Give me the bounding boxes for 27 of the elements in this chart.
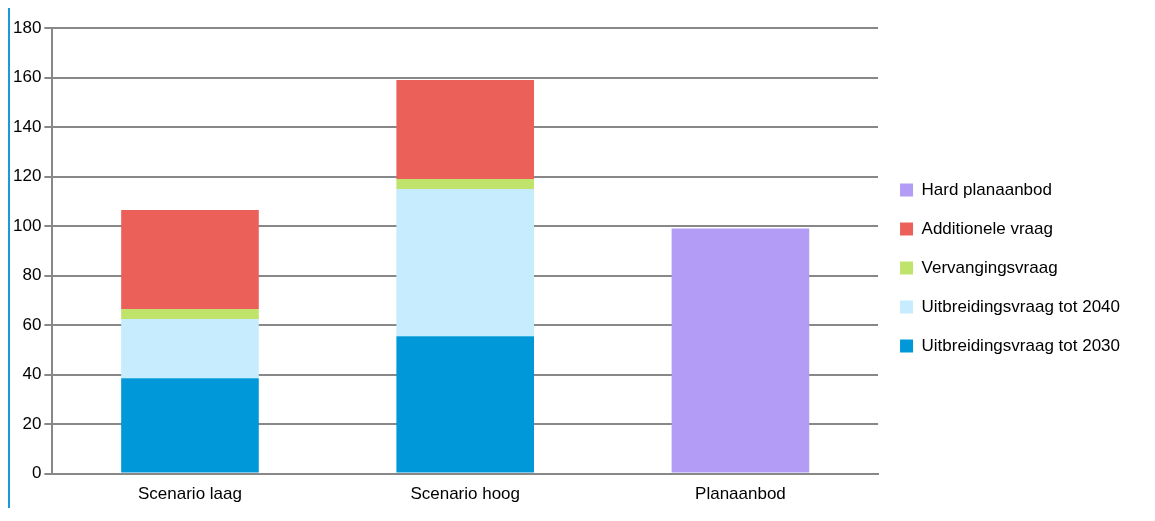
y-tick-label: 140	[12, 116, 42, 136]
bar	[396, 79, 535, 180]
bar	[671, 228, 810, 473]
x-tick-label: Scenario laag	[137, 484, 242, 504]
y-tick-label: 180	[12, 17, 42, 37]
bar	[396, 179, 535, 189]
y-tick-label: 0	[31, 463, 42, 483]
y-tick-label: 20	[22, 413, 42, 433]
legend-label: Uitbreidingsvraag tot 2030	[921, 335, 1121, 355]
y-tick-label: 40	[22, 364, 42, 384]
y-tick-label: 160	[12, 67, 42, 87]
x-tick-label: Planaanbod	[695, 484, 786, 504]
bar	[396, 336, 535, 473]
legend-label: Uitbreidingsvraag tot 2040	[921, 296, 1121, 316]
bar	[396, 188, 535, 337]
bar	[121, 308, 259, 319]
bar	[121, 318, 259, 379]
legend-label: Vervangingsvraag	[921, 257, 1058, 277]
bar	[121, 378, 259, 473]
legend-label: Hard planaanbod	[921, 179, 1052, 199]
y-tick-label: 60	[22, 314, 42, 334]
x-tick-label: Scenario hoog	[410, 484, 521, 504]
bar	[121, 209, 259, 309]
y-tick-label: 120	[12, 166, 42, 186]
legend-label: Additionele vraag	[921, 218, 1053, 238]
y-tick-label: 80	[22, 265, 42, 285]
y-tick-label: 100	[12, 215, 42, 235]
